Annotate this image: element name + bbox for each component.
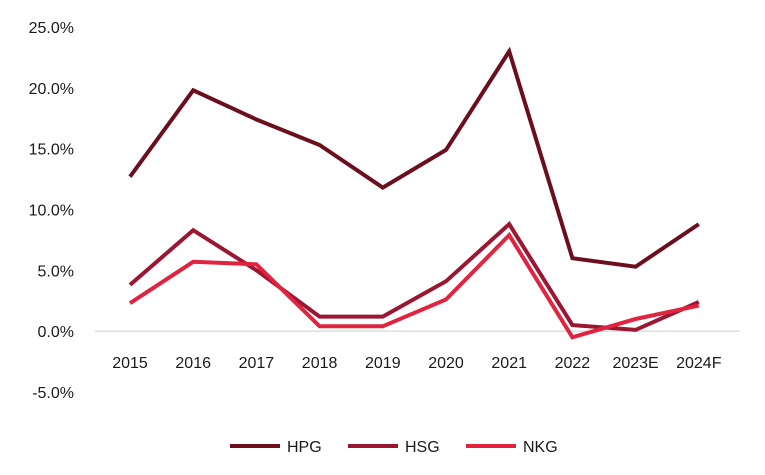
series-lines xyxy=(128,46,700,340)
legend-label-nkg: NKG xyxy=(523,439,558,456)
y-tick-label: 20.0% xyxy=(29,81,74,98)
legend: HPG HSG NKG xyxy=(230,439,558,456)
x-axis-labels: 2015 2016 2017 2018 2019 2020 2021 2022 2023E 202… xyxy=(112,355,722,372)
x-tick-label: 2016 xyxy=(175,355,211,372)
x-tick-label: 2015 xyxy=(112,355,148,372)
x-tick-label: 2022 xyxy=(555,355,591,372)
y-tick-label: -5.0% xyxy=(32,385,74,402)
x-tick-label: 2021 xyxy=(491,355,527,372)
x-tick-label: 2019 xyxy=(365,355,401,372)
legend-label-hsg: HSG xyxy=(405,439,440,456)
x-tick-label: 2018 xyxy=(302,355,338,372)
y-tick-label: 5.0% xyxy=(38,263,74,280)
y-axis-labels: -5.0% 0.0% 5.0% 10.0% 15.0% 20.0% 25.0% xyxy=(29,20,74,402)
x-tick-label: 2024F xyxy=(676,355,722,372)
y-tick-label: 25.0% xyxy=(29,20,74,37)
x-tick-label: 2020 xyxy=(428,355,464,372)
y-tick-label: 0.0% xyxy=(38,324,74,341)
x-tick-label: 2023E xyxy=(612,355,658,372)
x-tick-label: 2017 xyxy=(239,355,275,372)
series-line-hpg xyxy=(128,46,700,269)
y-tick-label: 15.0% xyxy=(29,142,74,159)
series-line-nkg xyxy=(128,231,700,340)
legend-label-hpg: HPG xyxy=(287,439,322,456)
y-tick-label: 10.0% xyxy=(29,203,74,220)
